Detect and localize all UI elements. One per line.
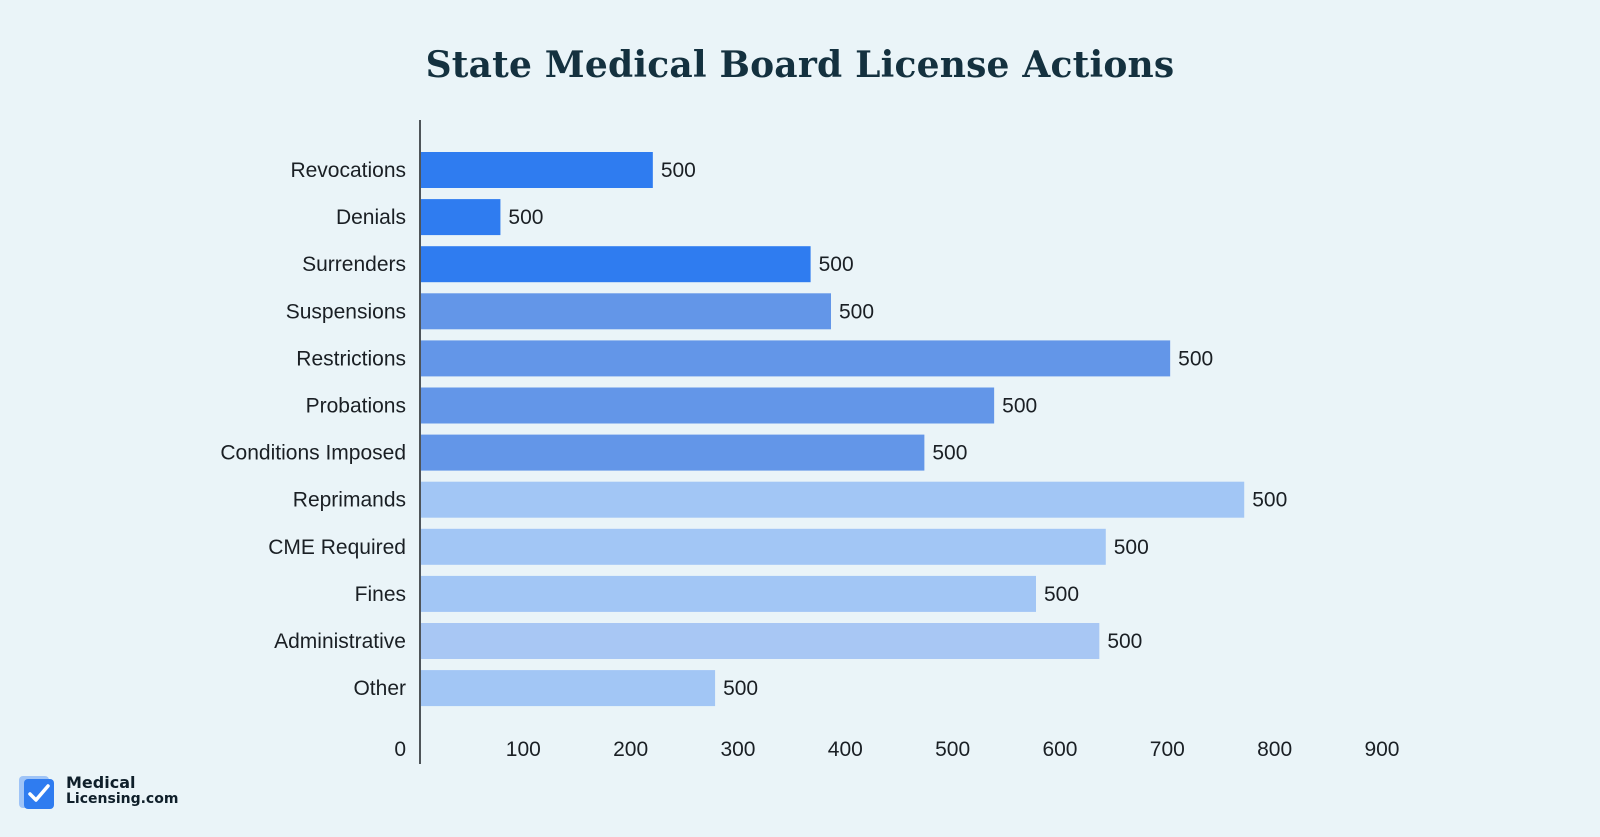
x-tick-label: 400: [828, 738, 863, 761]
data-label: 500: [1107, 630, 1142, 653]
category-label: CME Required: [268, 536, 406, 559]
data-label: 500: [932, 442, 967, 465]
data-label: 500: [819, 253, 854, 276]
data-label: 500: [1252, 489, 1287, 512]
bar-reprimands: [421, 481, 1245, 518]
x-tick-label: 300: [720, 738, 755, 761]
category-labels: Revocations Denials Surrenders Suspensions R…: [220, 159, 406, 700]
brand-line-2: Licensing.com: [66, 791, 179, 807]
x-tick-label: 800: [1257, 738, 1292, 761]
category-label: Other: [353, 677, 406, 700]
category-label: Suspensions: [286, 300, 406, 323]
data-label: 500: [1044, 583, 1079, 606]
brand-line-1: Medical: [66, 773, 136, 792]
chart-title: State Medical Board License Actions: [425, 44, 1175, 86]
bar-probations: [421, 387, 995, 424]
bar-fines: [421, 575, 1037, 612]
brand-logo: Medical Licensing.com: [18, 773, 178, 817]
bar-conditions-imposed: [421, 434, 925, 471]
x-tick-label: 100: [506, 738, 541, 761]
bar-administrative: [421, 623, 1100, 659]
bars-group: [421, 152, 1245, 707]
data-label: 500: [723, 677, 758, 700]
category-label: Fines: [355, 583, 406, 606]
category-label: Surrenders: [302, 253, 406, 276]
brand-logo-text: Medical Licensing.com: [66, 773, 179, 808]
bar-cme-required: [421, 528, 1106, 565]
x-tick-label: 200: [613, 738, 648, 761]
bar-other: [421, 670, 716, 707]
category-label: Denials: [336, 206, 406, 229]
bar-suspensions: [421, 293, 832, 330]
data-label: 500: [839, 300, 874, 323]
category-label: Restrictions: [296, 347, 406, 370]
bar-denials: [421, 199, 501, 236]
bar-revocations: [421, 152, 653, 188]
bar-surrenders: [421, 246, 811, 283]
x-tick-label: 0: [394, 738, 406, 761]
x-axis-ticks: 0 100 200 300 400 500 600 700 800 900: [394, 738, 1399, 761]
category-label: Revocations: [290, 159, 406, 182]
data-label: 500: [508, 206, 543, 229]
data-label: 500: [1178, 347, 1213, 370]
data-label: 500: [1002, 395, 1037, 418]
bar-restrictions: [421, 340, 1171, 377]
x-tick-label: 900: [1364, 738, 1399, 761]
x-tick-label: 600: [1042, 738, 1077, 761]
category-label: Conditions Imposed: [220, 442, 406, 465]
category-label: Reprimands: [293, 489, 406, 512]
data-label: 500: [661, 159, 696, 182]
x-tick-label: 500: [935, 738, 970, 761]
category-label: Probations: [306, 395, 406, 418]
checkbox-check-icon: [19, 776, 54, 809]
data-label: 500: [1114, 536, 1149, 559]
value-labels: 500 500 500 500 500 500 500 500 500 500 500 500: [508, 159, 1287, 700]
category-label: Administrative: [274, 630, 406, 653]
x-tick-label: 700: [1150, 738, 1185, 761]
